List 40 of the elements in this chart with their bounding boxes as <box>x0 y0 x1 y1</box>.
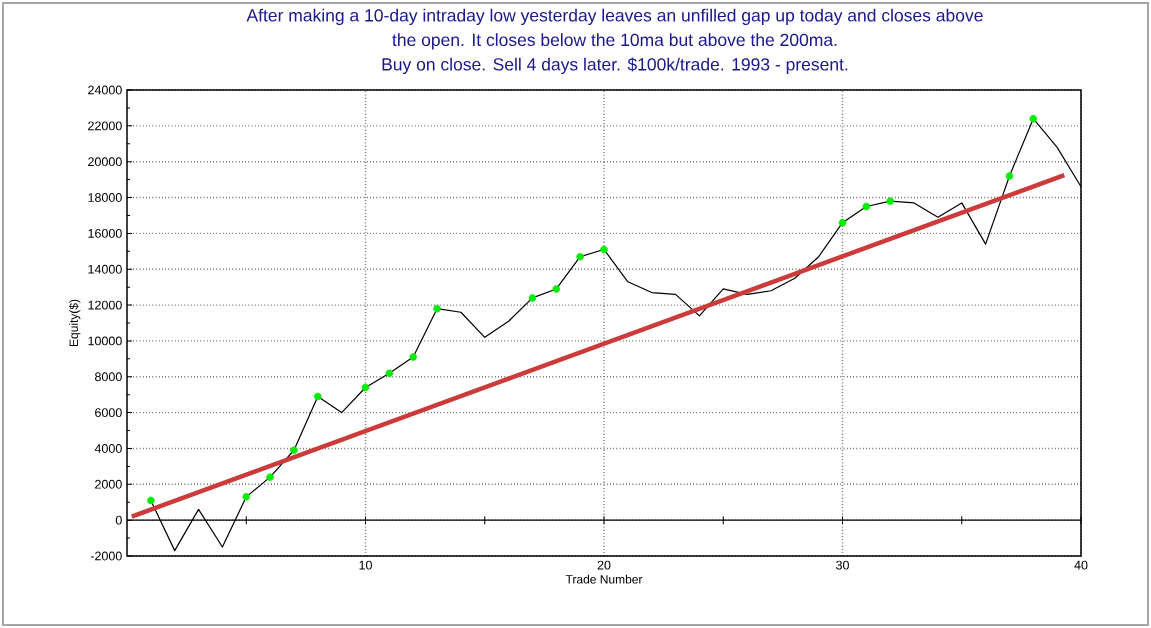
point <box>266 473 274 481</box>
y-tick-label: -2000 <box>90 551 122 561</box>
x-tick-label: 20 <box>597 560 611 570</box>
point <box>838 218 847 227</box>
y-tick-label: 16000 <box>88 228 122 238</box>
y-tick-label: 4000 <box>94 444 122 453</box>
point <box>528 294 537 302</box>
x-axis-title: Trade Number <box>565 574 643 584</box>
y-tick-label: 2000 <box>95 479 122 489</box>
point <box>361 383 370 392</box>
point <box>290 446 298 455</box>
y-tick-label: 22000 <box>88 121 122 131</box>
y-tick-label: 0 <box>115 515 122 525</box>
y-tick-label: 6000 <box>95 408 122 418</box>
point <box>242 493 251 501</box>
chart-subtitle: Buy on close. Sell 4 days later. $100k/trade. 1993 - present. <box>382 57 848 75</box>
y-tick-label: 8000 <box>95 372 122 382</box>
point <box>886 197 894 205</box>
point <box>1005 172 1014 180</box>
y-tick-label: 24000 <box>88 85 122 95</box>
point <box>314 392 322 401</box>
point <box>552 285 561 293</box>
y-tick-label: 20000 <box>88 157 122 167</box>
point <box>576 252 584 261</box>
point <box>385 369 394 377</box>
point <box>409 353 417 361</box>
point <box>862 202 871 211</box>
y-tick-label: 10000 <box>88 336 122 346</box>
point <box>1029 114 1038 123</box>
point <box>600 245 608 254</box>
y-axis-title: Equity($) <box>68 299 81 347</box>
y-tick-label: 12000 <box>88 300 122 310</box>
y-tick-label: 18000 <box>88 193 122 202</box>
y-tick-label: 14000 <box>88 264 122 274</box>
x-tick-label: 30 <box>836 560 849 570</box>
x-tick-label: 40 <box>1074 560 1088 570</box>
point <box>147 496 155 505</box>
point <box>433 304 441 313</box>
x-tick-label: 10 <box>359 560 372 570</box>
chart-title: After making a 10-day intraday low yesterday leaves an unfilled gap up today and closes above the open. It closes below the 10ma but above the 200ma. <box>246 8 983 50</box>
